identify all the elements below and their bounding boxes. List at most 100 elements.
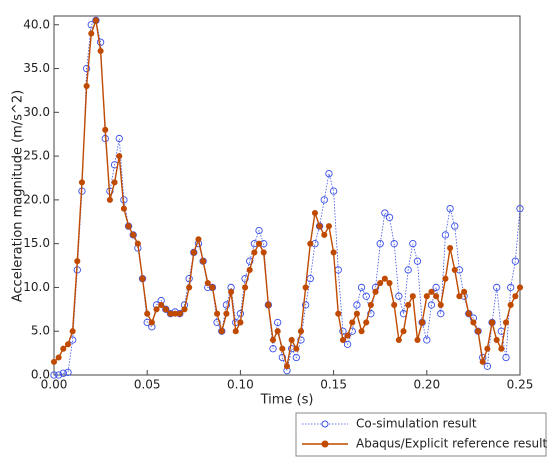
data-point [116,153,123,160]
data-point [251,249,258,256]
data-point [381,209,389,217]
data-point [400,328,407,335]
data-point [362,292,370,300]
data-point [302,284,309,291]
data-point [516,204,524,213]
data-point [395,292,403,300]
data-point [498,345,505,352]
data-point [222,301,231,309]
data-point [129,231,137,239]
data-point [442,275,449,282]
data-point [372,288,379,295]
data-point [367,301,374,309]
data-point [120,205,127,212]
data-point [385,213,394,222]
x-tick-label: 0.10 [227,378,254,392]
data-point [204,280,211,287]
data-point [451,266,458,273]
x-tick-label: 0.00 [41,378,68,392]
data-point [144,310,151,317]
y-tick-label: 10.0 [23,280,50,294]
data-point [82,64,91,73]
data-point [325,223,332,230]
y-tick-label: 15.0 [23,236,50,250]
data-point [315,222,324,230]
data-point [111,179,118,186]
data-point [390,240,398,248]
data-point [96,38,105,46]
data-point [357,283,366,292]
plot-frame [53,15,521,376]
y-tick-label: 25.0 [23,149,50,163]
data-point [301,301,310,309]
data-point [507,283,515,292]
legend-box [295,412,547,457]
data-point [255,226,263,235]
data-point [162,305,170,313]
data-point [461,288,468,295]
y-tick-label: 35.0 [23,61,50,75]
data-point [409,293,416,300]
data-point [158,301,165,309]
data-point [414,336,421,344]
data-point [232,328,239,335]
data-point [488,319,496,326]
data-point [367,310,375,318]
data-point [241,275,249,283]
data-point [102,126,109,133]
data-point [115,134,123,143]
data-point [451,222,459,230]
data-point [274,318,282,327]
data-point [236,310,245,318]
data-point [423,293,430,300]
data-point [218,327,226,335]
data-point [297,328,305,335]
data-point [195,236,202,243]
data-point [386,280,393,287]
data-point [419,319,426,326]
data-point [339,327,347,335]
data-point [470,319,477,326]
data-point [60,345,67,352]
data-point [516,284,524,291]
data-point [432,283,440,292]
data-point [395,336,402,344]
data-point [437,310,445,318]
data-point [64,368,72,377]
data-point [479,358,486,365]
x-tick-label: 0.15 [320,378,347,392]
data-point [297,336,305,344]
data-point [269,345,277,353]
data-point [446,204,454,213]
data-point [69,328,76,335]
data-point [64,341,72,348]
data-point [190,249,197,256]
data-point [329,187,338,195]
data-point [223,310,230,317]
data-point [59,369,67,377]
data-point [484,345,491,352]
data-point [344,332,351,339]
data-point [483,362,492,370]
data-point [307,240,314,247]
data-point [139,275,146,282]
data-point [213,318,221,327]
data-point [78,179,86,186]
x-tick-label: 0.20 [413,378,440,392]
data-point [456,293,463,300]
data-point [124,222,133,230]
data-point [292,353,300,362]
data-point [427,301,436,309]
data-point [278,353,286,362]
data-point [493,336,500,344]
data-point [325,169,333,178]
data-point [185,275,193,283]
data-point [218,328,225,335]
data-point [260,249,267,256]
data-point [441,231,450,239]
data-point [358,328,365,335]
data-point [74,258,81,265]
data-point [88,30,95,37]
data-point [288,336,295,344]
data-point [134,240,141,247]
